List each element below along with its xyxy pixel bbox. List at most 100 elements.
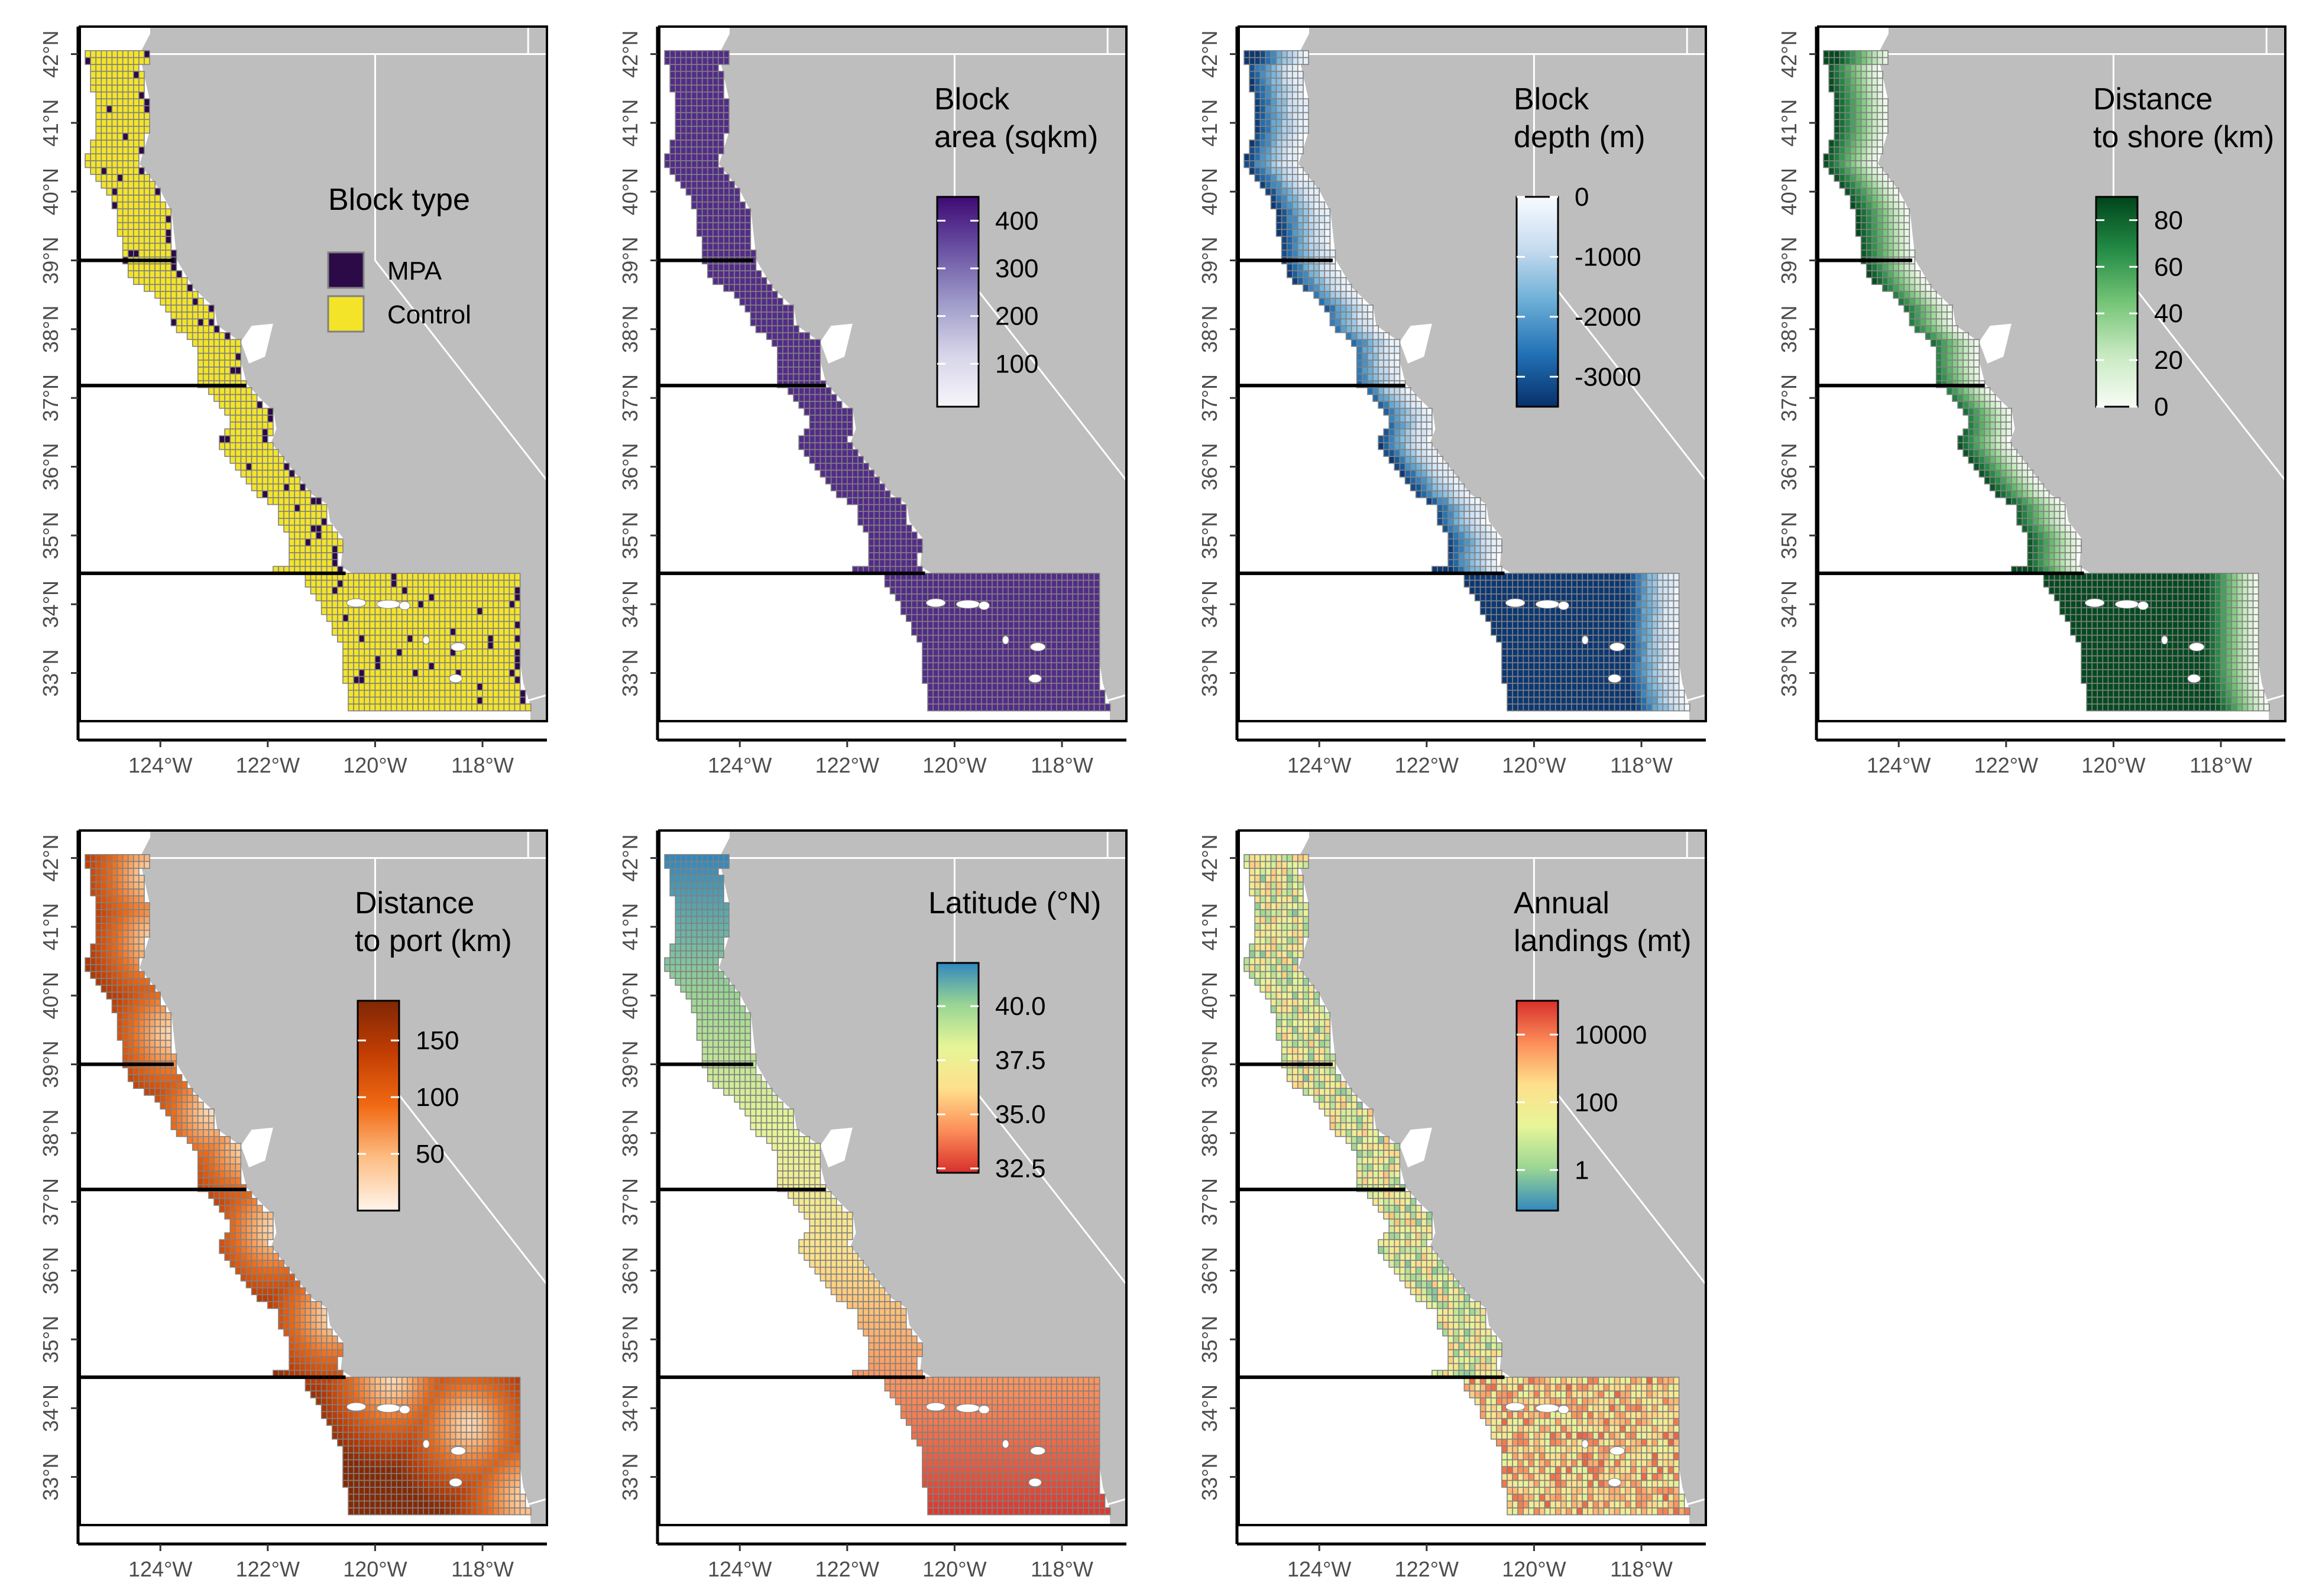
map-block	[509, 586, 516, 595]
map-block	[165, 263, 172, 271]
map-block	[380, 586, 387, 595]
map-block	[2097, 641, 2104, 650]
map-block	[122, 249, 129, 258]
map-block	[1029, 593, 1036, 602]
map-block	[1265, 180, 1272, 189]
map-block	[251, 442, 258, 450]
map-block	[825, 476, 832, 485]
map-block	[2204, 600, 2211, 608]
map-block	[1453, 545, 1460, 553]
map-block	[482, 573, 488, 581]
map-block	[1303, 277, 1309, 286]
map-block	[1061, 628, 1068, 636]
map-block	[927, 634, 934, 643]
map-block	[1571, 689, 1578, 698]
map-block	[1554, 696, 1562, 705]
map-block	[868, 490, 875, 498]
map-block	[1024, 600, 1031, 608]
map-block	[948, 662, 956, 670]
map-block	[723, 242, 730, 251]
map-block	[1549, 586, 1556, 595]
map-block	[905, 579, 912, 588]
map-block	[2161, 655, 2168, 663]
map-block	[1292, 57, 1298, 65]
map-block	[1437, 511, 1443, 519]
map-block	[922, 593, 928, 602]
map-block	[1608, 579, 1615, 588]
map-block	[364, 669, 371, 677]
map-block	[1474, 545, 1481, 553]
map-block	[197, 339, 204, 347]
map-block	[1582, 696, 1589, 705]
map-block	[1367, 325, 1374, 333]
mexico-border	[1107, 694, 1126, 702]
map-block	[1614, 628, 1621, 636]
map-block	[1029, 689, 1036, 698]
map-block	[245, 456, 252, 464]
map-block	[852, 497, 859, 505]
map-block	[1275, 57, 1282, 65]
map-block	[685, 98, 692, 106]
map-block	[471, 628, 478, 636]
map-block	[374, 689, 381, 698]
map-block	[2145, 641, 2152, 650]
map-block	[2161, 648, 2168, 657]
map-block	[2204, 696, 2211, 705]
map-block	[111, 119, 118, 127]
map-block	[975, 689, 982, 698]
map-block	[1002, 648, 1009, 657]
map-block	[1517, 662, 1524, 670]
map-block	[439, 607, 446, 615]
map-block	[1533, 621, 1540, 629]
map-block	[315, 511, 322, 519]
map-block	[1657, 614, 1664, 622]
map-block	[1442, 490, 1449, 498]
map-block	[1528, 676, 1535, 684]
map-block	[1362, 339, 1368, 347]
map-block	[1646, 655, 1653, 663]
map-block	[1554, 703, 1562, 712]
map-block	[707, 70, 714, 79]
map-block	[273, 483, 279, 492]
map-block	[1635, 607, 1642, 615]
y-tick-label: 38°N	[1197, 306, 1222, 353]
map-block	[707, 153, 714, 161]
map-block	[482, 655, 488, 663]
map-block	[493, 669, 500, 677]
map-block	[1324, 215, 1331, 223]
map-block	[1641, 648, 1647, 657]
map-block	[170, 284, 177, 292]
map-block	[1592, 600, 1599, 608]
map-block	[428, 614, 435, 622]
map-block	[127, 194, 134, 203]
map-block	[1651, 593, 1659, 602]
map-block	[1340, 325, 1347, 333]
map-block	[240, 435, 247, 443]
map-block	[1576, 607, 1583, 615]
map-block	[1582, 662, 1589, 670]
map-block	[465, 669, 472, 677]
map-block	[2166, 600, 2174, 608]
map-block	[1319, 297, 1326, 306]
map-block	[2107, 607, 2114, 615]
map-block	[1329, 311, 1336, 320]
map-block	[1292, 98, 1298, 106]
map-block	[1592, 669, 1599, 677]
map-block	[477, 669, 483, 677]
map-block	[310, 545, 317, 553]
map-block	[2064, 600, 2071, 608]
map-block	[1061, 579, 1068, 588]
map-block	[1560, 621, 1567, 629]
map-block	[122, 229, 129, 237]
map-block	[1630, 593, 1637, 602]
map-block	[385, 669, 392, 677]
map-block	[1356, 373, 1363, 381]
mexico-border	[527, 694, 547, 702]
map-block	[932, 683, 939, 691]
map-block	[433, 662, 441, 670]
map-block	[385, 676, 392, 684]
map-block	[111, 105, 118, 113]
map-block	[820, 435, 827, 443]
map-block	[1259, 174, 1267, 182]
map-block	[1356, 339, 1363, 347]
